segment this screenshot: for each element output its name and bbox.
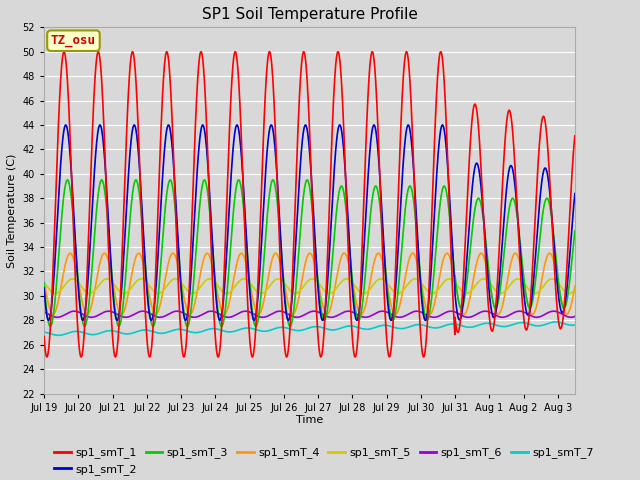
sp1_smT_2 [561,302,568,308]
sp1_smT_3 [244,257,252,263]
sp1_smT_4 [40,278,48,284]
sp1_smT_4 [132,253,140,259]
sp1_smT_5 [504,286,511,291]
sp1_smT_7 [552,319,559,325]
sp1_smT_6 [571,313,579,319]
sp1_smT_7 [571,322,579,328]
sp1_smT_6 [101,309,109,315]
sp1_smT_3 [101,188,109,194]
sp1_smT_3 [561,305,568,311]
sp1_smT_1 [132,84,140,89]
sp1_smT_3 [571,228,579,234]
Line: sp1_smT_6: sp1_smT_6 [44,311,575,317]
sp1_smT_2 [504,176,511,182]
sp1_smT_3 [40,280,48,286]
sp1_smT_2 [267,122,275,128]
Title: SP1 Soil Temperature Profile: SP1 Soil Temperature Profile [202,7,417,22]
sp1_smT_6 [70,308,78,314]
sp1_smT_3 [81,324,88,329]
sp1_smT_7 [101,329,109,335]
sp1_smT_2 [164,122,172,128]
Text: TZ_osu: TZ_osu [51,34,96,47]
sp1_smT_2 [132,128,140,133]
sp1_smT_5 [571,287,579,293]
sp1_smT_1 [504,112,511,118]
sp1_smT_2 [422,317,429,323]
sp1_smT_7 [267,327,275,333]
sp1_smT_6 [132,310,140,316]
sp1_smT_1 [60,49,68,55]
sp1_smT_4 [561,309,568,315]
sp1_smT_1 [571,133,579,139]
sp1_smT_4 [101,251,109,256]
Line: sp1_smT_2: sp1_smT_2 [44,125,575,320]
sp1_smT_6 [244,309,252,314]
sp1_smT_5 [86,290,93,296]
sp1_smT_1 [561,297,568,302]
sp1_smT_2 [244,259,252,264]
Line: sp1_smT_4: sp1_smT_4 [44,253,575,314]
Line: sp1_smT_3: sp1_smT_3 [44,180,575,326]
sp1_smT_7 [40,329,48,335]
sp1_smT_5 [548,276,556,282]
sp1_smT_1 [101,145,109,151]
sp1_smT_3 [132,177,140,183]
sp1_smT_3 [504,217,511,223]
X-axis label: Time: Time [296,415,323,425]
sp1_smT_7 [244,325,252,331]
sp1_smT_1 [40,334,48,339]
sp1_smT_5 [267,282,275,288]
sp1_smT_4 [504,276,511,282]
sp1_smT_5 [244,278,252,284]
sp1_smT_4 [267,262,275,267]
sp1_smT_5 [561,288,568,294]
sp1_smT_3 [269,177,276,183]
sp1_smT_1 [244,303,252,309]
sp1_smT_3 [267,182,275,188]
sp1_smT_4 [49,312,57,317]
sp1_smT_2 [40,285,48,291]
sp1_smT_7 [132,329,140,335]
sp1_smT_6 [561,312,568,318]
sp1_smT_6 [267,312,275,317]
sp1_smT_1 [317,354,324,360]
sp1_smT_5 [101,276,109,282]
sp1_smT_7 [561,321,568,327]
Line: sp1_smT_1: sp1_smT_1 [44,52,575,357]
sp1_smT_2 [571,191,579,196]
Y-axis label: Soil Temperature (C): Soil Temperature (C) [7,153,17,268]
Legend: sp1_smT_1, sp1_smT_2, sp1_smT_3, sp1_smT_4, sp1_smT_5, sp1_smT_6, sp1_smT_7: sp1_smT_1, sp1_smT_2, sp1_smT_3, sp1_smT… [49,443,598,480]
sp1_smT_6 [40,309,48,315]
sp1_smT_5 [40,280,48,286]
sp1_smT_5 [132,278,140,284]
sp1_smT_7 [504,324,511,329]
sp1_smT_4 [244,269,252,275]
sp1_smT_6 [504,313,511,319]
sp1_smT_6 [396,314,403,320]
sp1_smT_2 [100,155,108,161]
Line: sp1_smT_5: sp1_smT_5 [44,279,575,293]
sp1_smT_4 [571,283,579,289]
sp1_smT_7 [54,333,62,338]
Line: sp1_smT_7: sp1_smT_7 [44,322,575,336]
sp1_smT_4 [443,250,451,256]
sp1_smT_1 [267,53,275,59]
